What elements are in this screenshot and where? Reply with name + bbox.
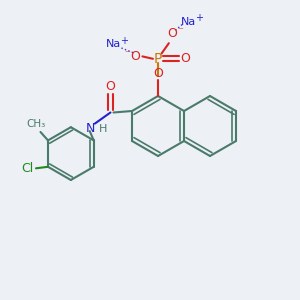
Text: P: P <box>154 52 162 66</box>
Text: ⁻: ⁻ <box>124 49 130 59</box>
Text: +: + <box>195 13 203 23</box>
Text: +: + <box>119 36 128 46</box>
Text: Cl: Cl <box>21 162 33 175</box>
Text: O: O <box>130 50 140 63</box>
Text: O: O <box>106 80 116 94</box>
Text: ⁻: ⁻ <box>177 26 183 36</box>
Text: O: O <box>167 27 177 40</box>
Text: N: N <box>86 122 95 135</box>
Text: Na: Na <box>105 39 121 50</box>
Text: Na: Na <box>181 16 196 27</box>
Text: O: O <box>153 67 163 80</box>
Text: H: H <box>99 124 107 134</box>
Text: CH₃: CH₃ <box>26 119 46 130</box>
Text: O: O <box>180 52 190 65</box>
